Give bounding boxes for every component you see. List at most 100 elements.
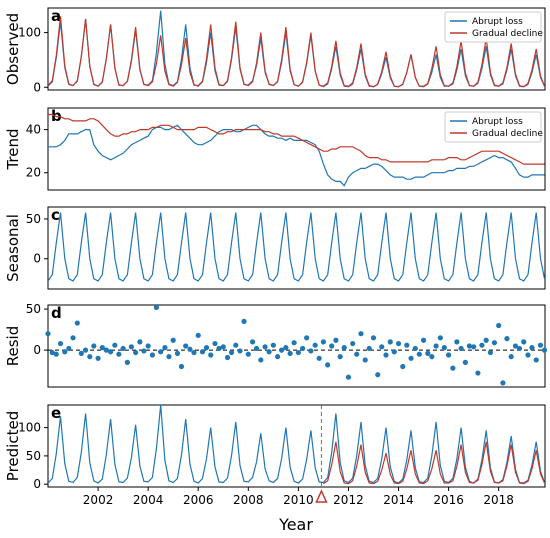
y-axis-label: Seasonal xyxy=(4,214,22,282)
resid-point xyxy=(133,349,139,356)
resid-point xyxy=(174,350,181,356)
resid-point xyxy=(425,350,431,356)
y-tick-label: 40 xyxy=(26,123,41,137)
resid-point xyxy=(195,332,201,338)
series-line xyxy=(323,441,545,485)
resid-point xyxy=(375,372,381,378)
resid-point xyxy=(149,352,156,358)
resid-point xyxy=(178,363,185,370)
resid-point xyxy=(191,349,197,356)
series-line xyxy=(48,405,545,484)
resid-point xyxy=(525,352,531,358)
x-axis-label: Year xyxy=(278,515,313,534)
resid-point xyxy=(533,357,539,363)
y-axis-label: Resid xyxy=(4,326,22,366)
resid-point xyxy=(216,345,222,352)
resid-point xyxy=(400,363,406,370)
resid-point xyxy=(224,354,231,361)
panel-letter: a xyxy=(51,7,61,25)
series-line xyxy=(48,113,545,165)
resid-point xyxy=(500,380,506,386)
resid-point xyxy=(541,347,548,353)
panel-letter: d xyxy=(51,304,62,322)
y-tick-label: 0 xyxy=(33,80,41,94)
x-tick-label: 2014 xyxy=(383,493,414,507)
resid-point xyxy=(487,349,494,356)
resid-point xyxy=(95,355,101,361)
resid-point xyxy=(466,343,472,349)
resid-point xyxy=(504,336,510,342)
resid-point xyxy=(228,349,235,356)
x-tick-label: 2012 xyxy=(333,493,364,507)
resid-point xyxy=(429,354,435,360)
resid-point xyxy=(366,345,372,352)
resid-point xyxy=(49,349,55,356)
x-tick-label: 2004 xyxy=(133,493,164,507)
resid-point xyxy=(341,345,347,351)
resid-point xyxy=(370,335,377,341)
resid-point xyxy=(283,345,289,351)
resid-point xyxy=(479,342,485,348)
y-axis-label: Trend xyxy=(4,128,22,170)
resid-point xyxy=(187,346,193,352)
resid-point xyxy=(233,342,239,348)
resid-point xyxy=(53,351,59,357)
resid-point xyxy=(91,343,97,349)
panel-letter: e xyxy=(51,404,61,422)
legend-box xyxy=(444,111,542,143)
plot-frame xyxy=(47,206,546,290)
resid-point xyxy=(325,362,331,368)
resid-point xyxy=(112,342,118,348)
resid-point xyxy=(537,342,544,348)
resid-point xyxy=(458,345,464,352)
resid-point xyxy=(279,347,285,353)
resid-point xyxy=(345,374,352,380)
resid-point xyxy=(212,340,218,347)
resid-point xyxy=(87,354,93,360)
legend-box xyxy=(444,11,542,43)
y-tick-label: 100 xyxy=(18,421,41,435)
plot-frame xyxy=(47,304,546,388)
resid-point xyxy=(420,337,427,343)
x-tick-label: 2002 xyxy=(83,493,114,507)
change-marker xyxy=(315,489,328,503)
resid-point xyxy=(241,318,247,324)
legend-label: Gradual decline xyxy=(472,129,543,139)
y-tick-label: 0 xyxy=(33,477,41,491)
y-tick-label: 0 xyxy=(33,343,41,357)
resid-point xyxy=(308,348,314,354)
resid-point xyxy=(262,344,268,350)
resid-point xyxy=(78,350,84,356)
y-tick-label: 50 xyxy=(26,302,41,316)
resid-point xyxy=(508,354,514,360)
legend-label: Abrupt loss xyxy=(472,117,523,127)
resid-point xyxy=(137,339,143,345)
resid-point xyxy=(153,304,160,311)
resid-point xyxy=(529,345,535,351)
resid-point xyxy=(128,344,134,350)
panel-letter: c xyxy=(51,206,60,224)
resid-point xyxy=(462,359,468,365)
resid-point xyxy=(437,335,443,341)
y-axis-label: Predicted xyxy=(4,411,22,481)
resid-point xyxy=(320,339,327,345)
resid-point xyxy=(416,351,422,357)
resid-point xyxy=(491,340,498,346)
resid-point xyxy=(266,349,272,355)
resid-point xyxy=(199,349,206,355)
resid-point xyxy=(412,345,418,352)
resid-point xyxy=(162,345,168,351)
resid-point xyxy=(57,340,64,347)
series-line xyxy=(48,124,545,187)
resid-point xyxy=(99,345,105,351)
resid-point xyxy=(354,351,360,357)
legend-label: Abrupt loss xyxy=(472,17,523,27)
resid-point xyxy=(300,345,306,352)
resid-point xyxy=(74,320,80,326)
series-line xyxy=(48,212,545,282)
resid-point xyxy=(253,345,260,352)
resid-point xyxy=(208,352,214,358)
resid-point xyxy=(471,344,477,350)
resid-point xyxy=(304,335,310,341)
y-tick-label: 0 xyxy=(33,252,41,266)
